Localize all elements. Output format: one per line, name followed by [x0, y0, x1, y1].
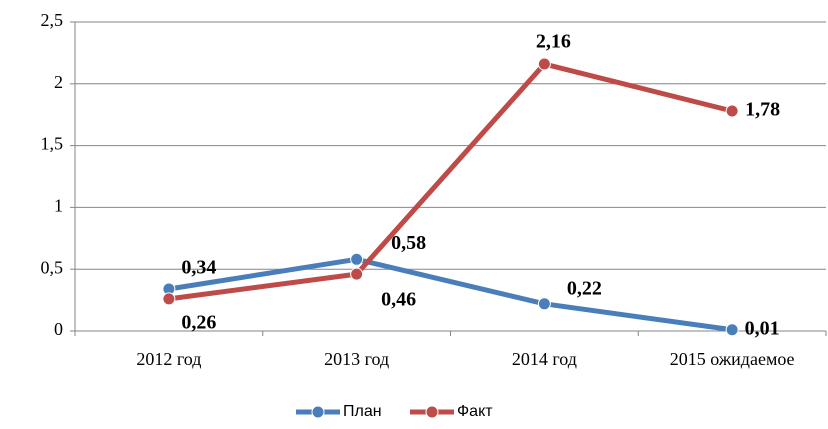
legend-marker [425, 405, 439, 419]
series-line [168, 256, 733, 333]
legend-label: План [343, 403, 382, 420]
data-point [350, 267, 364, 281]
data-label: 1,78 [745, 99, 780, 121]
series-line [168, 61, 733, 302]
y-tick-label: 0,5 [41, 257, 64, 277]
x-tick-label: 2014 год [512, 349, 577, 369]
data-label: 0,22 [567, 277, 602, 299]
x-tick-label: 2015 ожидаемое [670, 349, 795, 369]
y-tick-label: 0 [54, 319, 63, 339]
data-point [162, 292, 176, 306]
data-label: 0,26 [181, 311, 216, 333]
legend-marker [311, 405, 325, 419]
x-tick-label: 2012 год [136, 349, 201, 369]
data-point [350, 252, 364, 266]
data-label: 0,58 [391, 232, 426, 254]
y-tick-label: 1,5 [41, 134, 64, 154]
data-point [725, 323, 739, 337]
data-label: 0,34 [181, 257, 216, 279]
data-point [725, 104, 739, 118]
data-label: 0,46 [381, 289, 416, 311]
y-tick-label: 1 [54, 196, 63, 216]
y-tick-label: 2,5 [41, 10, 64, 30]
data-label: 0,01 [745, 317, 780, 339]
y-tick-label: 2 [54, 72, 63, 92]
data-point [537, 57, 551, 71]
data-point [537, 297, 551, 311]
data-label: 2,16 [536, 31, 571, 53]
x-tick-label: 2013 год [324, 349, 389, 369]
legend-label: Факт [457, 403, 493, 420]
